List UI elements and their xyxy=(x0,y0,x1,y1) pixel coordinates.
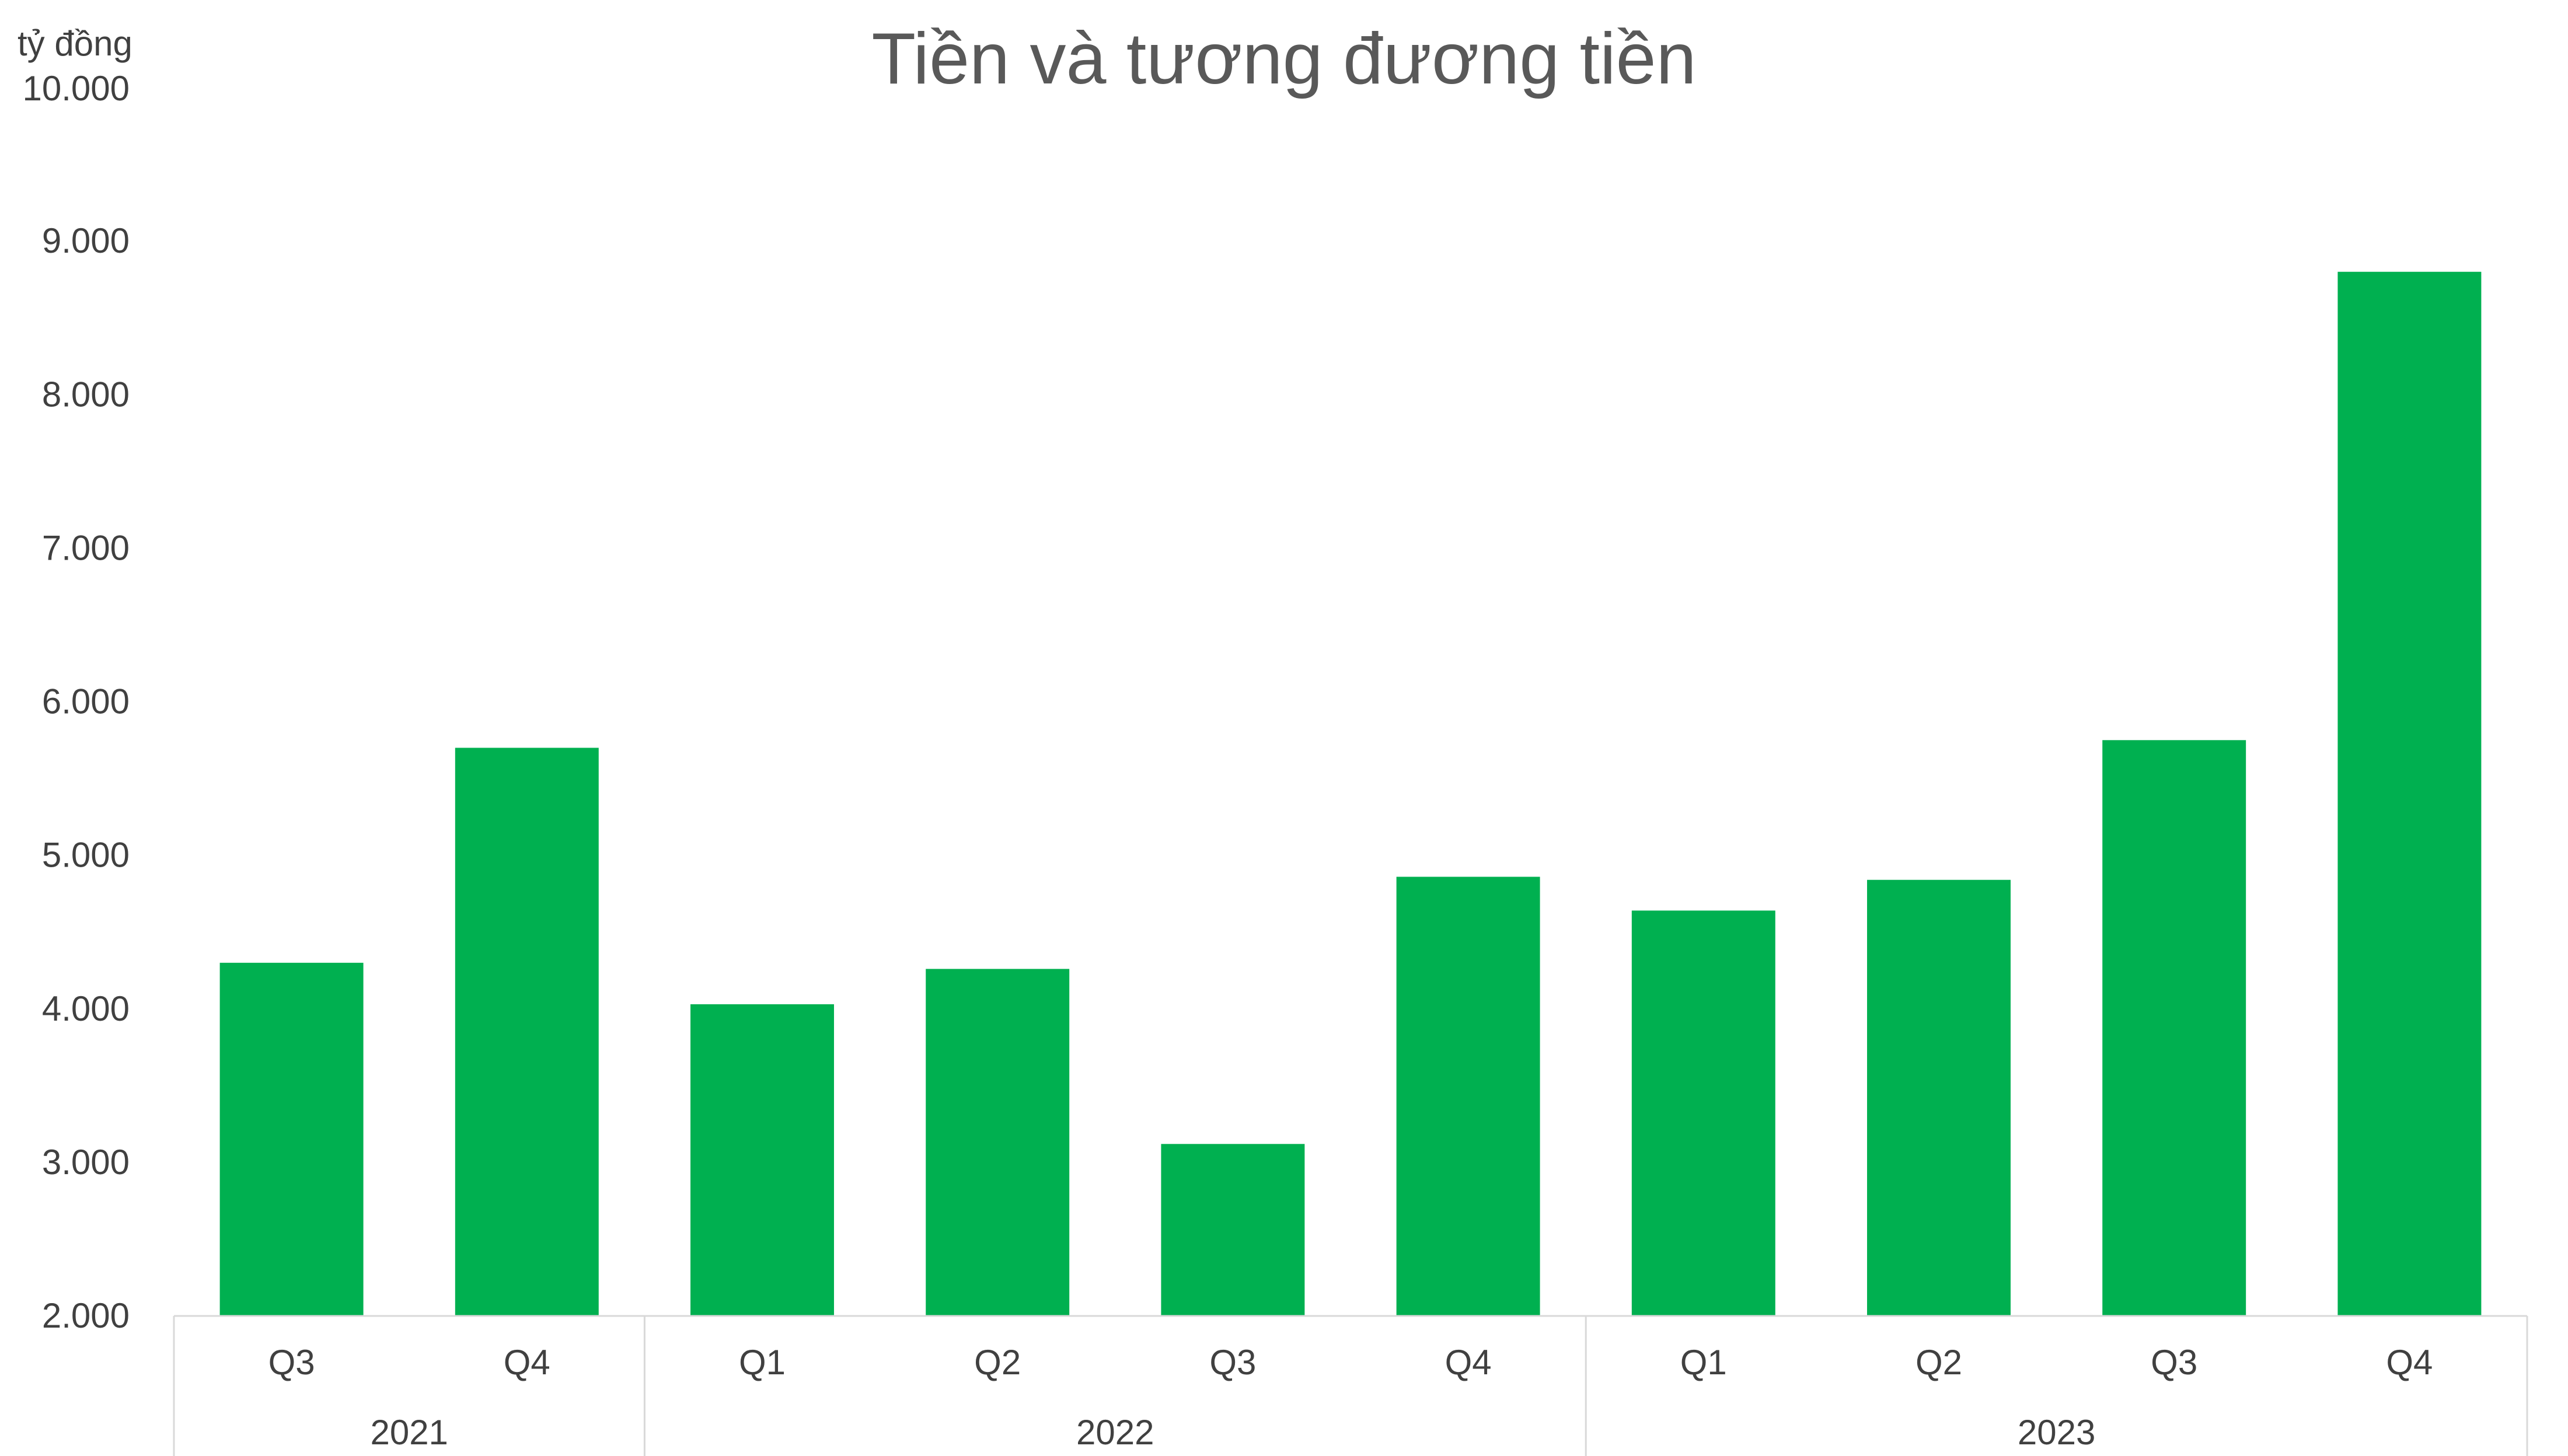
x-tick-label: Q2 xyxy=(1915,1343,1962,1382)
y-tick-label: 10.000 xyxy=(22,69,130,108)
x-tick-label: Q4 xyxy=(1445,1343,1492,1382)
x-group-label: 2021 xyxy=(370,1413,448,1452)
y-tick-label: 2.000 xyxy=(42,1296,130,1335)
bar xyxy=(219,962,364,1316)
y-tick-label: 8.000 xyxy=(42,375,130,414)
x-tick-label: Q1 xyxy=(739,1343,786,1382)
bar xyxy=(926,969,1070,1316)
y-axis-unit-label: tỷ đồng xyxy=(18,24,132,63)
bar xyxy=(1161,1144,1305,1316)
x-tick-label: Q3 xyxy=(2151,1343,2197,1382)
bar xyxy=(1867,879,2011,1316)
y-tick-label: 6.000 xyxy=(42,682,130,721)
x-tick-label: Q4 xyxy=(504,1343,550,1382)
x-tick-label: Q2 xyxy=(974,1343,1021,1382)
x-group-label: 2022 xyxy=(1076,1413,1154,1452)
x-tick-label: Q3 xyxy=(268,1343,315,1382)
y-tick-label: 5.000 xyxy=(42,836,130,875)
bar xyxy=(2337,271,2482,1316)
y-tick-label: 4.000 xyxy=(42,989,130,1028)
bar xyxy=(1631,910,1775,1316)
bar xyxy=(690,1004,834,1316)
bar xyxy=(1396,877,1540,1316)
y-tick-label: 3.000 xyxy=(42,1143,130,1182)
x-tick-label: Q4 xyxy=(2386,1343,2433,1382)
x-tick-label: Q3 xyxy=(1209,1343,1256,1382)
bar xyxy=(2102,740,2246,1316)
x-tick-label: Q1 xyxy=(1680,1343,1727,1382)
y-tick-label: 7.000 xyxy=(42,528,130,567)
chart-title: Tiền và tương đương tiền xyxy=(871,19,1697,99)
y-tick-label: 9.000 xyxy=(42,221,130,260)
bar xyxy=(455,748,599,1316)
x-group-label: 2023 xyxy=(2018,1413,2095,1452)
